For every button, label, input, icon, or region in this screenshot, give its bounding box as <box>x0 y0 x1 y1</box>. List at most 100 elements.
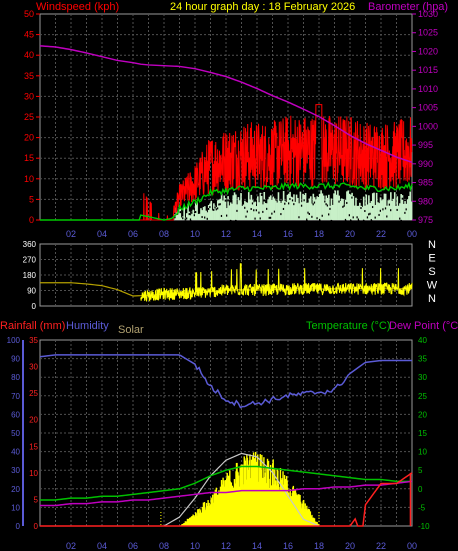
avg-speed-bar <box>311 203 313 220</box>
avg-speed-bar <box>192 209 195 220</box>
avg-speed-bar <box>211 210 214 220</box>
avg-speed-gap <box>401 197 404 200</box>
avg-speed-bar <box>375 192 378 220</box>
avg-speed-bar <box>269 195 272 220</box>
avg-speed-bar <box>328 194 330 220</box>
avg-speed-gap <box>291 199 294 202</box>
avg-speed-bar <box>391 200 393 220</box>
avg-speed-bar <box>406 199 409 220</box>
avg-speed-bar <box>306 202 308 220</box>
avg-speed-bar <box>338 195 340 220</box>
avg-speed-gap <box>330 219 333 222</box>
rain-tick-label: 5 <box>34 495 39 504</box>
avg-speed-bar <box>381 200 383 220</box>
avg-speed-bar <box>188 211 191 220</box>
baro-tick-label: 1030 <box>418 9 438 19</box>
x-tick-label-bottom: 12 <box>221 541 231 551</box>
avg-speed-gap <box>346 201 348 204</box>
avg-speed-bar <box>373 192 375 220</box>
x-tick-label-top: 14 <box>252 229 262 239</box>
x-tick-label-top: 18 <box>314 229 324 239</box>
temp-tick-label: 30 <box>418 373 427 382</box>
grid-lines <box>40 14 412 526</box>
avg-speed-bar <box>294 201 297 220</box>
avg-speed-bar <box>364 205 366 220</box>
avg-speed-gap <box>374 216 377 219</box>
temp-tick-label: 0 <box>418 485 423 494</box>
avg-speed-bar <box>293 194 295 220</box>
x-tick-label-bottom: 18 <box>314 541 324 551</box>
avg-speed-gap <box>364 210 366 213</box>
avg-speed-bar <box>185 213 188 220</box>
avg-speed-gap <box>300 204 303 207</box>
avg-speed-bar <box>316 196 319 220</box>
avg-speed-bar <box>299 191 302 220</box>
direction-line <box>140 263 413 302</box>
avg-speed-bar <box>259 192 262 220</box>
baro-tick-label: 1015 <box>418 65 438 75</box>
avg-speed-bar <box>249 199 251 220</box>
avg-speed-bar <box>213 203 215 220</box>
avg-speed-bar <box>290 196 293 220</box>
avg-speed-bar <box>313 197 316 220</box>
avg-speed-bar <box>355 197 357 220</box>
avg-speed-gap <box>326 204 329 207</box>
avg-speed-bar <box>340 198 343 220</box>
avg-speed-gap <box>352 216 355 219</box>
avg-speed-bar <box>360 205 362 220</box>
avg-speed-bar <box>226 208 228 220</box>
avg-speed-bar <box>409 191 412 220</box>
avg-speed-bar <box>321 193 324 220</box>
avg-speed-bar <box>268 196 271 220</box>
rain-tick-label: 0 <box>34 522 39 531</box>
avg-speed-gap <box>185 217 188 220</box>
avg-speed-bar <box>379 197 382 220</box>
humidity-tick-label: 70 <box>11 392 20 401</box>
avg-speed-bar <box>333 193 335 220</box>
avg-speed-bar <box>263 192 266 220</box>
x-tick-label-top: 12 <box>221 229 231 239</box>
temperature-axis-label: Temperature (°C) <box>306 320 390 332</box>
avg-speed-bar <box>236 204 238 220</box>
wind-tick-label: 50 <box>24 9 34 19</box>
avg-speed-gap <box>204 216 206 219</box>
avg-speed-gap <box>399 217 401 220</box>
avg-speed-bar <box>258 202 260 220</box>
rainfall-axis-label: Rainfall (mm) <box>0 320 65 332</box>
x-tick-label-top: 00 <box>407 229 417 239</box>
barometer-line <box>39 45 413 164</box>
avg-speed-gap <box>351 196 353 199</box>
avg-speed-gap <box>258 211 260 214</box>
x-tick-label-bottom: 06 <box>128 541 138 551</box>
avg-speed-gap <box>215 208 218 211</box>
x-tick-label-top: 20 <box>345 229 355 239</box>
humidity-tick-label: 0 <box>16 522 21 531</box>
avg-speed-gap <box>313 201 316 204</box>
humidity-tick-label: 100 <box>7 336 21 345</box>
baro-tick-label: 990 <box>418 159 433 169</box>
rain-tick-label: 20 <box>29 416 38 425</box>
avg-speed-bar <box>271 199 273 220</box>
avg-speed-bar <box>227 196 229 220</box>
avg-speed-bar <box>378 203 381 220</box>
compass-label-e: E <box>428 253 435 265</box>
avg-speed-bar <box>277 192 280 220</box>
avg-speed-gap <box>343 204 346 207</box>
avg-speed-bar <box>329 205 331 220</box>
avg-speed-bar <box>342 198 344 220</box>
direction-tick-label: 0 <box>32 302 37 311</box>
rain-tick-label: 25 <box>29 389 38 398</box>
avg-speed-gap <box>273 210 276 213</box>
temp-tick-label: 20 <box>418 410 427 419</box>
avg-speed-gap <box>328 213 330 216</box>
avg-speed-bar <box>216 200 219 220</box>
avg-speed-gap <box>388 203 391 206</box>
avg-speed-bar <box>232 195 235 220</box>
avg-speed-bar <box>365 194 368 220</box>
baro-tick-label: 1000 <box>418 121 438 131</box>
rain-tick-label: 15 <box>29 442 38 451</box>
avg-speed-gap <box>206 217 209 220</box>
avg-speed-gap <box>284 202 286 205</box>
avg-speed-bar <box>286 194 289 220</box>
avg-speed-bar <box>322 195 325 220</box>
